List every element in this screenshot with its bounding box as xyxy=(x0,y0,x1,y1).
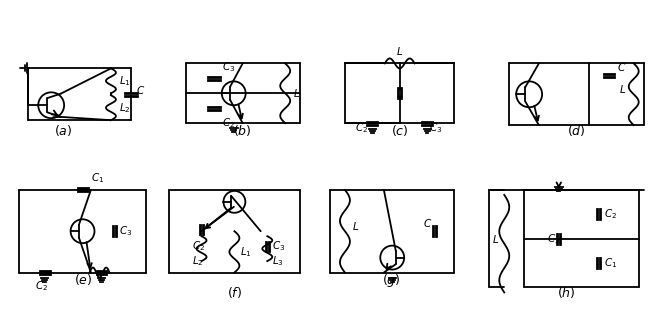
Text: $L$: $L$ xyxy=(492,233,500,245)
Text: $L_2$: $L_2$ xyxy=(192,254,203,268)
Text: $L$: $L$ xyxy=(396,46,403,57)
Text: $C_2$: $C_2$ xyxy=(604,207,617,221)
Text: $C_1$: $C_1$ xyxy=(90,171,103,185)
Text: $C_2$: $C_2$ xyxy=(192,239,205,253)
Text: $L$: $L$ xyxy=(352,220,359,232)
Text: $(e)$: $(e)$ xyxy=(74,273,92,287)
Text: $(g)$: $(g)$ xyxy=(382,273,401,290)
Text: $(b)$: $(b)$ xyxy=(233,123,252,138)
Text: $C$: $C$ xyxy=(422,217,432,229)
Text: $L_2$: $L_2$ xyxy=(119,101,130,115)
Text: $C_3$: $C_3$ xyxy=(222,61,235,74)
Text: $C_3$: $C_3$ xyxy=(272,239,285,253)
Text: $C_3$: $C_3$ xyxy=(546,232,560,246)
Text: $C_2$: $C_2$ xyxy=(35,279,47,293)
Text: $(f)$: $(f)$ xyxy=(227,285,242,300)
Text: $(a)$: $(a)$ xyxy=(54,123,72,138)
Text: $L_3$: $L_3$ xyxy=(272,254,284,268)
Text: $L$: $L$ xyxy=(98,271,105,282)
Text: $C$: $C$ xyxy=(617,61,626,73)
Text: $C$: $C$ xyxy=(136,84,145,96)
Text: $C_3$: $C_3$ xyxy=(428,121,442,135)
Text: $(d)$: $(d)$ xyxy=(567,123,585,138)
Text: $L_1$: $L_1$ xyxy=(119,74,130,88)
Text: $L$: $L$ xyxy=(619,83,626,95)
Text: $L$: $L$ xyxy=(293,87,301,99)
Text: $C_1$: $C_1$ xyxy=(604,256,617,270)
Text: $C_3$: $C_3$ xyxy=(119,224,132,238)
Text: $C_2$: $C_2$ xyxy=(355,121,368,135)
Text: $(h)$: $(h)$ xyxy=(557,285,575,300)
Text: $L_1$: $L_1$ xyxy=(241,245,252,259)
Text: $C_2$: $C_2$ xyxy=(222,116,235,130)
Text: $(c)$: $(c)$ xyxy=(391,123,409,138)
